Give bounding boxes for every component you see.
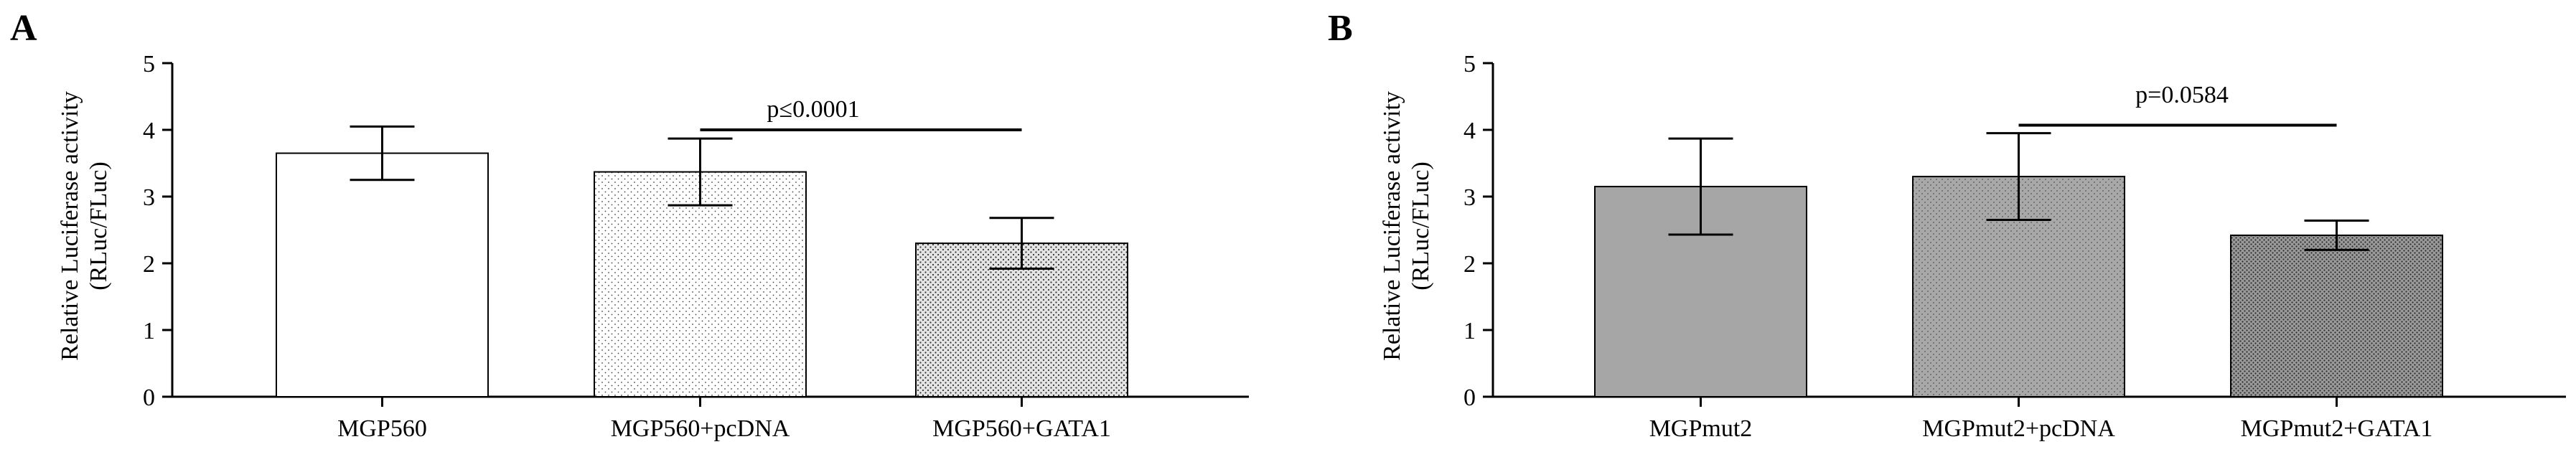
bar	[2230, 234, 2443, 397]
category-label: MGPmut2+pcDNA	[1922, 415, 2115, 442]
y-tick-label: 4	[1463, 118, 1476, 144]
category-label: MGP560	[337, 415, 427, 442]
plot-area-a: 0 1 2 3 4 5 MGP560 MGP560+pcDNA MGP560+GATA1	[143, 51, 1249, 442]
y-tick-label: 5	[143, 51, 155, 77]
plot-area-b: 0 1 2 3 4 5 MGPmut2 MGPmut2+pcDNA MGPmut2+GATA1	[1463, 51, 2566, 442]
y-tick-label: 2	[1463, 251, 1476, 278]
bar	[276, 152, 489, 398]
y-tick-label: 3	[143, 184, 155, 211]
y-axis-label-a-line2: (RLuc/FLuc)	[85, 161, 112, 290]
y-tick-label: 1	[1463, 318, 1476, 344]
y-axis-label-b-line2: (RLuc/FLuc)	[1408, 161, 1434, 290]
category-label: MGP560+pcDNA	[611, 415, 790, 442]
y-tick-label: 4	[143, 118, 155, 144]
y-tick-label: 3	[1463, 184, 1476, 211]
category-label: MGP560+GATA1	[932, 415, 1111, 442]
panel-letter-b: B	[1328, 8, 1353, 49]
y-axis-label-b-line1: Relative Luciferase activity	[1379, 91, 1405, 361]
p-value-annotation-a: p≤0.0001	[767, 96, 859, 123]
category-label: MGPmut2	[1649, 415, 1753, 442]
p-value-annotation-b: p=0.0584	[2135, 82, 2229, 108]
y-tick-label: 2	[143, 251, 155, 278]
bar	[594, 171, 807, 397]
panel-letter-a: A	[10, 8, 37, 49]
y-tick-label: 0	[1463, 385, 1476, 411]
y-tick-label: 5	[1463, 51, 1476, 77]
y-axis-label-a-line1: Relative Luciferase activity	[57, 91, 83, 361]
category-label: MGPmut2+GATA1	[2241, 415, 2433, 442]
y-tick-label: 0	[143, 385, 155, 411]
y-tick-label: 1	[143, 318, 155, 344]
